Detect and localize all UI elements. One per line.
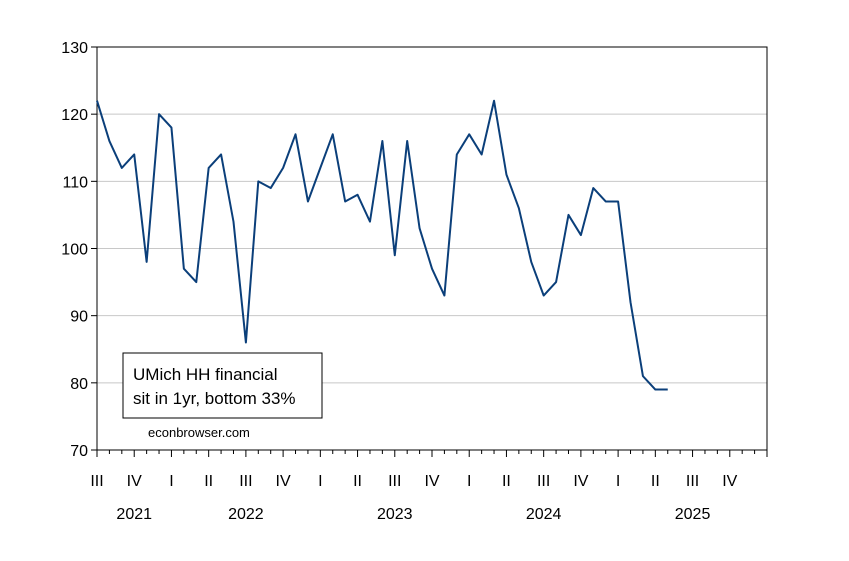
y-tick-label: 80 xyxy=(70,376,88,393)
x-quarter-label: II xyxy=(651,473,660,490)
x-quarter-label: II xyxy=(204,473,213,490)
x-quarter-label: IV xyxy=(276,473,291,490)
y-tick-label: 100 xyxy=(61,242,88,259)
legend-line-1: UMich HH financial xyxy=(133,365,278,384)
x-quarter-label: IV xyxy=(127,473,142,490)
legend-line-2: sit in 1yr, bottom 33% xyxy=(133,389,296,408)
y-tick-label: 120 xyxy=(61,107,88,124)
x-year-label: 2023 xyxy=(377,506,413,523)
x-quarter-label: I xyxy=(169,473,173,490)
y-axis: 70 80 90 100 110 120 130 xyxy=(61,40,97,460)
x-quarter-label: III xyxy=(686,473,699,490)
y-tick-label: 130 xyxy=(61,40,88,57)
x-quarter-label: III xyxy=(90,473,103,490)
x-quarter-label: I xyxy=(467,473,471,490)
x-quarter-label: I xyxy=(616,473,620,490)
y-tick-label: 70 xyxy=(70,443,88,460)
x-year-label: 2024 xyxy=(526,506,562,523)
credit-text: econbrowser.com xyxy=(148,425,250,440)
x-quarter-label: III xyxy=(388,473,401,490)
x-year-label: 2021 xyxy=(116,506,152,523)
x-quarter-label: II xyxy=(353,473,362,490)
x-quarter-label: III xyxy=(239,473,252,490)
x-quarter-label: IV xyxy=(573,473,588,490)
x-quarter-label: IV xyxy=(722,473,737,490)
y-tick-label: 110 xyxy=(62,174,88,191)
series-group xyxy=(96,99,668,391)
legend: UMich HH financial sit in 1yr, bottom 33… xyxy=(122,352,323,419)
x-year-label: 2022 xyxy=(228,506,264,523)
x-axis: III IV I II III IV I II III IV I II III IV I II III IV202… xyxy=(90,450,768,523)
y-tick-label: 90 xyxy=(70,309,88,326)
x-quarter-label: I xyxy=(318,473,322,490)
legend-box xyxy=(122,352,323,419)
series-line xyxy=(96,99,668,391)
x-year-label: 2025 xyxy=(675,506,711,523)
x-quarter-label: II xyxy=(502,473,511,490)
x-quarter-label: IV xyxy=(424,473,439,490)
x-quarter-label: III xyxy=(537,473,550,490)
